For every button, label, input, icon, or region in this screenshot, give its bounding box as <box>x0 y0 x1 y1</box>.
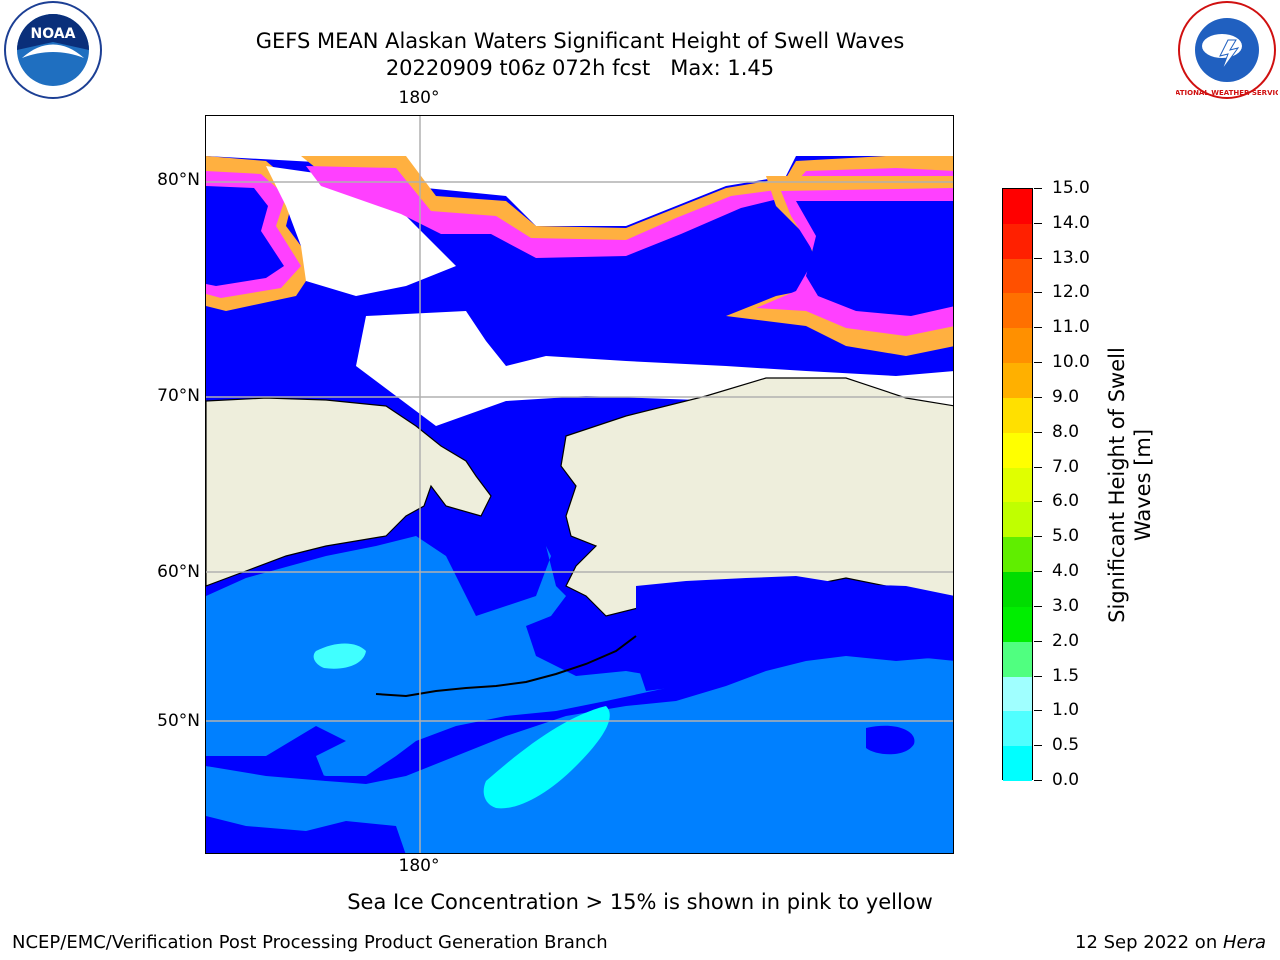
colorbar-segment <box>1003 606 1032 643</box>
footer-date: 12 Sep 2022 on Hera <box>1075 932 1266 953</box>
colorbar-tick-label: 6.0 <box>1052 491 1080 512</box>
colorbar-tick <box>1034 675 1042 677</box>
ocean-deep-bottom <box>206 816 406 853</box>
ocean-deep-nw <box>206 186 284 286</box>
arctic-ice-white-nw2 <box>266 166 456 296</box>
colorbar-tick <box>1034 710 1042 712</box>
colorbar <box>1002 188 1033 782</box>
ocean-deep-south <box>206 726 346 781</box>
colorbar-tick-label: 14.0 <box>1052 212 1090 233</box>
lon-label-bottom: 180° <box>398 856 440 876</box>
colorbar-segment <box>1003 293 1032 329</box>
lat-label-70: 70°N <box>157 386 200 406</box>
colorbar-tick-label: 4.0 <box>1052 561 1080 582</box>
lat-label-50: 50°N <box>157 711 200 731</box>
colorbar-tick-label: 8.0 <box>1052 421 1080 442</box>
ocean-deep-blob <box>866 725 915 755</box>
colorbar-segment <box>1003 363 1032 399</box>
ocean-deep-gulf <box>636 576 953 691</box>
colorbar-tick <box>1034 501 1042 503</box>
colorbar-tick-label: 7.0 <box>1052 456 1080 477</box>
ocean-deep-strait <box>466 416 566 586</box>
colorbar-tick <box>1034 571 1042 573</box>
colorbar-segment <box>1003 397 1032 434</box>
colorbar-tick-label: 0.0 <box>1052 770 1080 790</box>
colorbar-segment <box>1003 572 1032 608</box>
colorbar-tick <box>1034 362 1042 364</box>
svg-text:NATIONAL WEATHER SERVICE: NATIONAL WEATHER SERVICE <box>1176 89 1278 97</box>
ocean-deep-ne <box>796 201 953 316</box>
nws-logo: NATIONAL WEATHER SERVICE <box>1169 0 1280 100</box>
footer-date-text: 12 Sep 2022 on <box>1075 932 1223 953</box>
colorbar-segment <box>1003 711 1032 747</box>
ocean-mid-bering <box>206 536 676 776</box>
colorbar-tick-label: 1.0 <box>1052 700 1080 721</box>
colorbar-tick-label: 10.0 <box>1052 352 1090 373</box>
colorbar-segment <box>1003 258 1032 294</box>
colorbar-tick <box>1034 327 1042 329</box>
colorbar-tick <box>1034 605 1042 607</box>
colorbar-tick-label: 2.0 <box>1052 630 1080 651</box>
colorbar-segment <box>1003 502 1032 538</box>
colorbar-tick-label: 11.0 <box>1052 317 1090 338</box>
colorbar-tick <box>1034 536 1042 538</box>
map-svg <box>206 116 953 853</box>
lat-label-80: 80°N <box>157 170 200 190</box>
colorbar-segment <box>1003 432 1032 469</box>
colorbar-tick <box>1034 396 1042 398</box>
map-panel <box>205 115 954 854</box>
footer-credit: NCEP/EMC/Verification Post Processing Pr… <box>12 932 608 953</box>
colorbar-tick <box>1034 188 1042 189</box>
colorbar-segment <box>1003 537 1032 573</box>
colorbar-tick <box>1034 431 1042 433</box>
colorbar-tick <box>1034 292 1042 294</box>
chart-title: GEFS MEAN Alaskan Waters Significant Hei… <box>255 29 905 53</box>
arctic-ice-white-nw <box>206 116 953 226</box>
colorbar-tick-label: 13.0 <box>1052 247 1090 268</box>
colorbar-segment <box>1003 641 1032 678</box>
chart-subtitle: 20220909 t06z 072h fcst Max: 1.45 <box>385 56 775 80</box>
colorbar-tick-label: 12.0 <box>1052 282 1090 303</box>
ocean-light-cyan-patch <box>313 643 366 669</box>
colorbar-segment <box>1003 328 1032 364</box>
colorbar-segment <box>1003 746 1032 782</box>
ocean-cyan-patch <box>483 706 610 809</box>
lon-label-top: 180° <box>398 88 440 108</box>
colorbar-segment <box>1003 467 1032 503</box>
aleutian-islands <box>375 635 637 698</box>
colorbar-tick-label: 5.0 <box>1052 526 1080 547</box>
colorbar-tick <box>1034 640 1042 642</box>
colorbar-segment <box>1003 223 1032 260</box>
colorbar-tick <box>1034 780 1042 781</box>
lat-label-60: 60°N <box>157 562 200 582</box>
footer-machine: Hera <box>1222 932 1266 953</box>
colorbar-tick-label: 0.5 <box>1052 735 1080 756</box>
colorbar-tick <box>1034 257 1042 259</box>
noaa-logo: NOAA <box>2 0 104 100</box>
colorbar-tick <box>1034 745 1042 747</box>
colorbar-tick-label: 15.0 <box>1052 178 1090 198</box>
sea-ice-note: Sea Ice Concentration > 15% is shown in … <box>347 890 933 914</box>
colorbar-tick <box>1034 222 1042 224</box>
colorbar-tick-label: 9.0 <box>1052 386 1080 407</box>
colorbar-title: Significant Height of Swell Waves [m] <box>1105 347 1155 623</box>
colorbar-tick <box>1034 466 1042 468</box>
svg-text:NOAA: NOAA <box>31 26 76 42</box>
colorbar-tick-label: 3.0 <box>1052 595 1080 616</box>
colorbar-segment <box>1003 676 1032 712</box>
colorbar-tick-label: 1.5 <box>1052 665 1080 686</box>
colorbar-segment <box>1003 189 1032 225</box>
